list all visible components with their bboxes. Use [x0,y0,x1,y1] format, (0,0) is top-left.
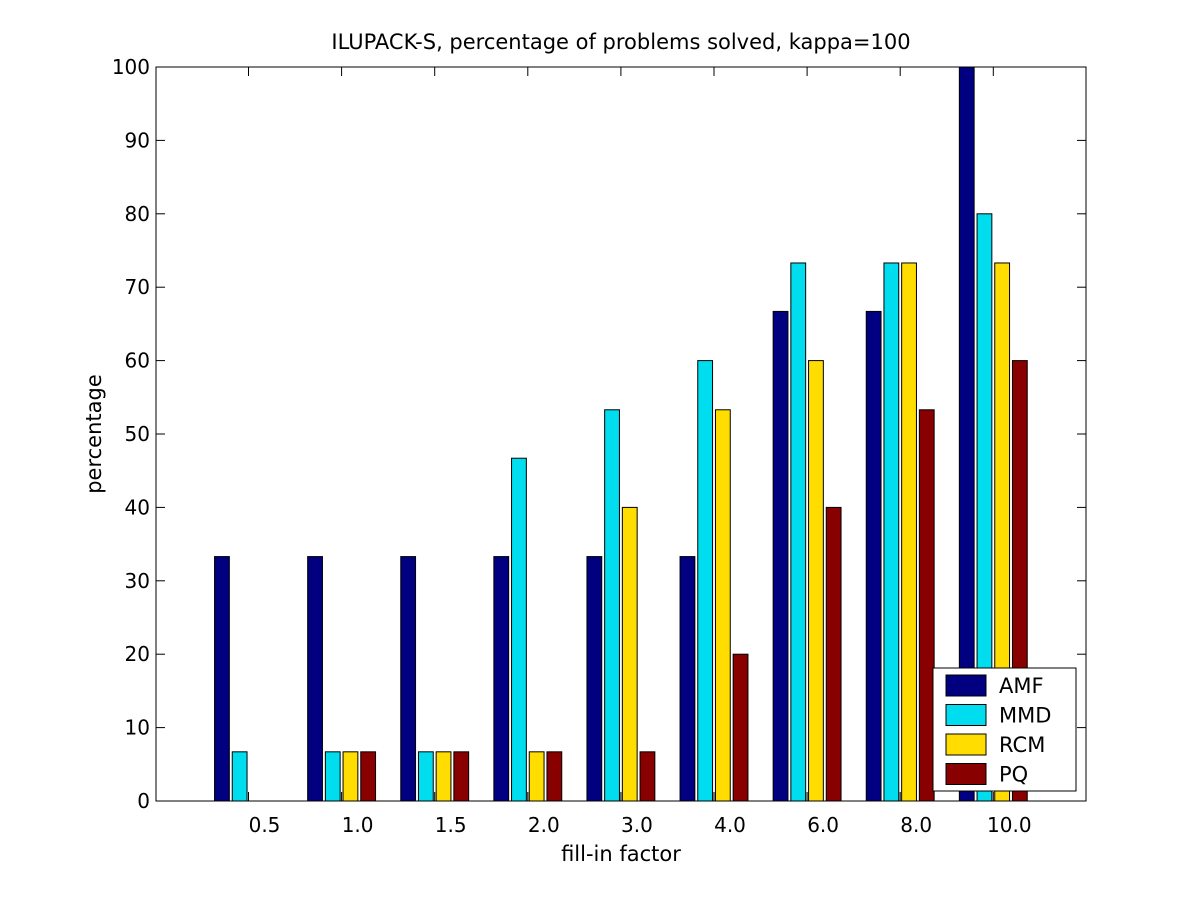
bar-mmd-1.5 [417,751,434,802]
x-tick-label: 1.0 [342,813,374,837]
legend-swatch-pq [945,763,987,785]
y-tick-label: 50 [125,422,150,446]
legend-swatch-mmd [945,704,987,726]
bar-rcm-6.0 [808,360,824,802]
bar-amf-0.5 [214,556,230,802]
x-axis-title: fill-in factor [561,842,681,866]
y-tick-label: 80 [125,202,150,226]
bar-amf-6.0 [772,310,789,802]
y-tick-label: 20 [125,642,150,666]
y-tick-label: 0 [137,789,150,813]
legend-label-mmd: MMD [999,704,1051,728]
y-tick-label: 100 [112,55,150,79]
bar-pq-1.0 [360,751,377,802]
bar-rcm-3.0 [621,506,638,802]
y-tick-label: 60 [125,349,150,373]
y-tick-label: 30 [125,569,150,593]
bar-pq-4.0 [732,653,749,802]
bar-pq-8.0 [918,409,935,802]
bar-amf-1.5 [400,556,417,802]
x-tick-label: 3.0 [621,813,653,837]
bar-amf-1.0 [307,556,323,802]
bar-rcm-1.0 [342,751,359,802]
bar-mmd-4.0 [697,360,714,802]
x-tick-label: 1.5 [435,813,467,837]
bar-mmd-8.0 [883,262,900,802]
x-tick-label: 8.0 [900,813,932,837]
bar-mmd-3.0 [604,409,620,802]
x-tick-label: 10.0 [987,813,1032,837]
legend-label-rcm: RCM [999,733,1045,757]
x-tick-label: 2.0 [528,813,560,837]
bar-amf-4.0 [679,556,696,802]
x-tick-label: 6.0 [807,813,839,837]
bar-pq-2.0 [546,751,563,802]
bar-pq-6.0 [825,506,842,802]
bar-rcm-4.0 [714,409,731,802]
legend: AMF MMD RCM PQ [932,667,1077,792]
legend-label-pq: PQ [999,763,1028,787]
axes-layer: 0 10 20 30 40 50 60 70 80 90 100 0.5 1.0 1.5 2.0 3.0 4.0… [112,55,1086,837]
bar-pq-3.0 [639,751,656,802]
bar-rcm-8.0 [901,262,917,802]
y-tick-label: 70 [125,275,150,299]
bar-amf-2.0 [493,556,510,802]
bar-mmd-0.5 [231,751,248,802]
y-axis-title: percentage [82,374,106,494]
bar-rcm-2.0 [528,751,545,802]
bar-pq-1.5 [453,751,470,802]
y-tick-label: 10 [125,716,150,740]
bar-amf-8.0 [865,310,882,802]
bar-amf-3.0 [586,556,603,802]
bar-rcm-1.5 [435,751,452,802]
bar-mmd-1.0 [324,751,341,802]
y-tick-label: 90 [125,128,150,152]
y-tick-label: 40 [125,495,150,519]
x-tick-label: 0.5 [249,813,281,837]
legend-swatch-rcm [945,733,987,756]
legend-label-amf: AMF [999,674,1044,698]
legend-swatch-amf [945,674,987,697]
chart-title: ILUPACK-S, percentage of problems solved… [331,30,910,54]
bar-mmd-6.0 [790,262,807,802]
x-tick-label: 4.0 [714,813,746,837]
bar-mmd-2.0 [511,457,527,802]
